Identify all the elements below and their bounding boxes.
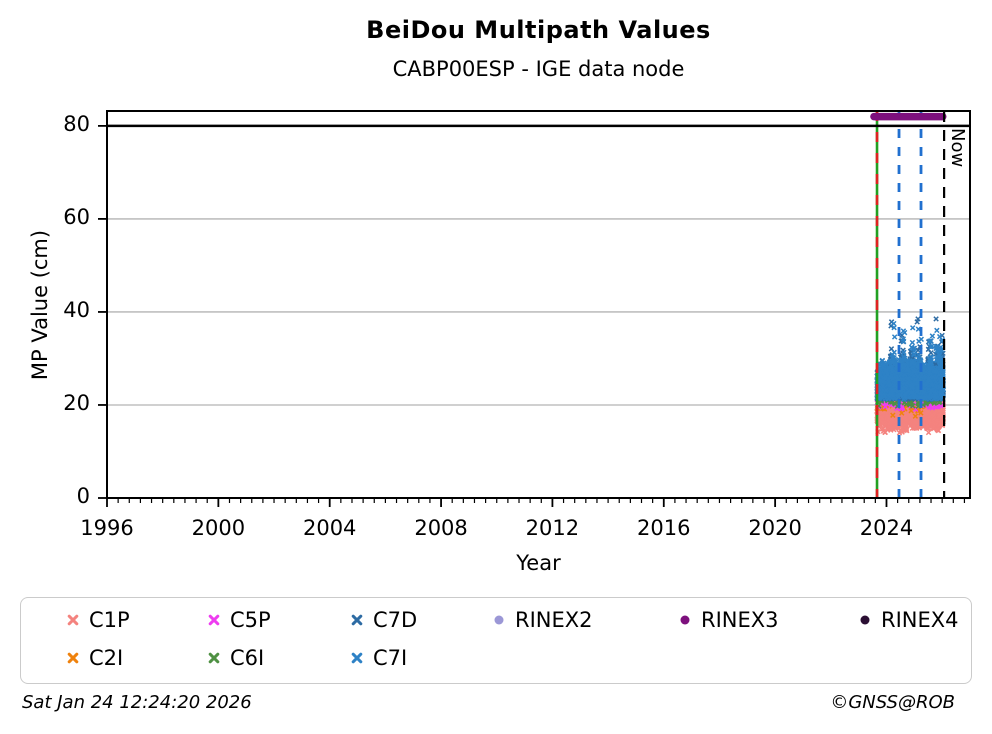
- legend-item-rinex3: RINEX3: [701, 608, 779, 632]
- x-tick-label: 2004: [302, 516, 357, 540]
- rinex2-marker-icon: [494, 615, 504, 625]
- legend: C1P C5P C7D RINEX2 RINEX3 RINEX4 C2I C6I C7I: [20, 597, 972, 684]
- figure-title: BeiDou Multipath Values: [366, 16, 711, 44]
- rinex3-marker-icon: [680, 615, 690, 625]
- legend-item-rinex4: RINEX4: [881, 608, 959, 632]
- footer-timestamp: Sat Jan 24 12:24:20 2026: [22, 692, 252, 713]
- legend-item-c6i: C6I: [230, 646, 265, 670]
- x-tick-label: 2020: [748, 516, 802, 540]
- x-tick-label: 1996: [80, 516, 134, 540]
- legend-item-c5p: C5P: [230, 608, 271, 632]
- y-tick-label: 60: [63, 204, 90, 229]
- c2i-marker-icon: [67, 652, 79, 664]
- y-tick-label: 80: [63, 111, 90, 136]
- footer-copyright: ©GNSS@ROB: [830, 692, 955, 713]
- x-tick-label: 2008: [414, 516, 468, 540]
- legend-item-c1p: C1P: [89, 608, 130, 632]
- legend-item-c7d: C7D: [373, 608, 418, 632]
- c7i-marker-icon: [351, 652, 363, 664]
- rinex4-marker-icon: [860, 615, 870, 625]
- y-tick-label: 40: [63, 297, 90, 322]
- c7d-marker-icon: [351, 614, 363, 626]
- x-tick-label: 2024: [859, 516, 914, 540]
- y-tick-label: 0: [76, 484, 90, 508]
- legend-item-c2i: C2I: [89, 646, 124, 670]
- now-label: Now: [947, 128, 968, 168]
- legend-item-c7i: C7I: [373, 646, 408, 670]
- c6i-marker-icon: [208, 652, 220, 664]
- x-tick-label: 2000: [191, 516, 246, 540]
- legend-item-rinex2: RINEX2: [515, 608, 593, 632]
- figure-subtitle: CABP00ESP - IGE data node: [392, 57, 685, 81]
- y-tick-label: 20: [63, 390, 90, 415]
- x-tick-label: 2012: [525, 516, 580, 540]
- c5p-marker-icon: [208, 614, 220, 626]
- c1p-marker-icon: [67, 614, 79, 626]
- x-tick-label: 2016: [637, 516, 691, 540]
- x-axis-label: Year: [516, 551, 561, 575]
